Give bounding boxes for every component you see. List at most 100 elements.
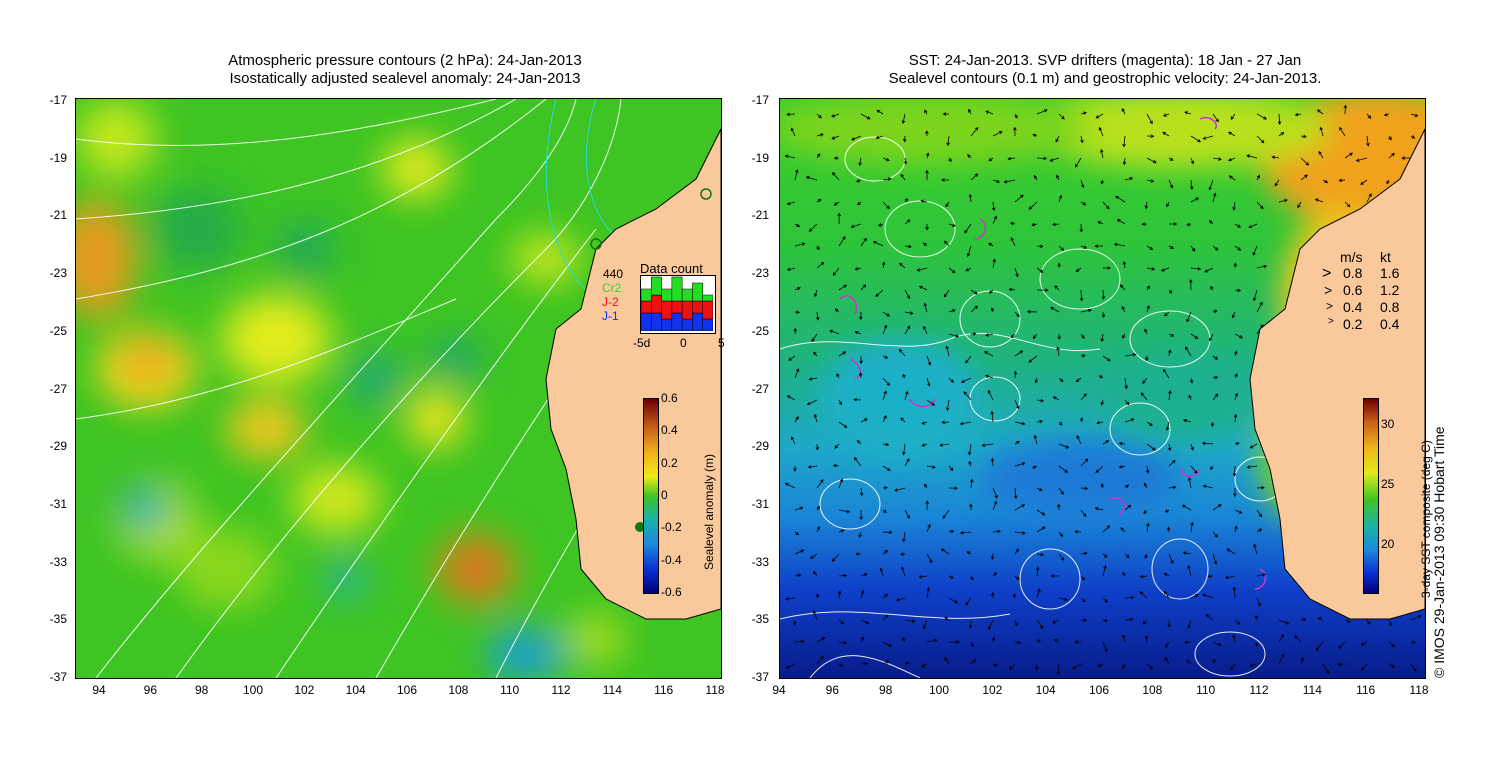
velocity-arrow (1234, 333, 1243, 339)
velocity-arrow (872, 240, 884, 247)
velocity-arrow (904, 289, 911, 300)
velocity-legend-kt-0: 1.6 (1380, 265, 1400, 281)
velocity-arrow (1315, 641, 1324, 651)
data-count-bar-cr2-0 (640, 288, 652, 302)
velocity-arrow (854, 330, 862, 335)
velocity-arrow (1210, 285, 1214, 291)
velocity-arrow (992, 487, 998, 499)
velocity-arrow (925, 223, 929, 231)
velocity-arrow (1232, 634, 1236, 643)
x-tick-4: 102 (294, 683, 315, 697)
velocity-arrow (1098, 126, 1104, 137)
velocity-arrow (1231, 311, 1236, 319)
velocity-arrow (1278, 131, 1285, 137)
velocity-arrow (791, 436, 796, 445)
velocity-arrow (1190, 593, 1199, 599)
velocity-arrow (1256, 573, 1266, 577)
velocity-arrow (1080, 201, 1087, 206)
velocity-arrow (1186, 659, 1192, 665)
velocity-arrow (882, 549, 889, 555)
velocity-arrow (904, 458, 910, 467)
velocity-arrow (1028, 355, 1038, 363)
x-tick-10: 114 (1302, 683, 1322, 697)
velocity-arrow (1075, 157, 1082, 168)
velocity-arrow (816, 526, 821, 533)
velocity-arrow (1124, 595, 1135, 600)
velocity-arrow (904, 311, 914, 315)
velocity-arrow (1124, 353, 1137, 357)
velocity-arrow (1056, 663, 1061, 676)
velocity-arrow (860, 237, 867, 247)
velocity-arrow (1366, 193, 1372, 203)
velocity-arrow (1145, 465, 1150, 474)
velocity-arrow (1361, 663, 1368, 671)
sst-colorbar (1363, 398, 1379, 594)
velocity-arrow (941, 178, 950, 182)
velocity-arrow (1009, 221, 1016, 226)
velocity-arrow (1322, 663, 1330, 674)
velocity-arrow (816, 261, 825, 269)
x-tick-11: 116 (654, 683, 674, 697)
velocity-arrow (1052, 396, 1060, 401)
data-count-bar-j2-0 (640, 300, 652, 314)
velocity-arrow (968, 619, 973, 629)
velocity-arrow (1121, 663, 1126, 670)
velocity-arrow (882, 355, 889, 359)
velocity-arrow (1036, 619, 1044, 629)
velocity-arrow (1050, 306, 1060, 313)
velocity-arrow (1208, 220, 1214, 225)
velocity-arrow (942, 112, 950, 116)
velocity-arrow (1121, 305, 1126, 313)
data-count-bar-j1-6 (702, 318, 714, 332)
velocity-arrow (838, 421, 848, 428)
velocity-arrow (926, 638, 938, 643)
velocity-arrow (1100, 148, 1104, 159)
velocity-arrow (1410, 113, 1419, 118)
velocity-arrow (829, 329, 840, 335)
velocity-arrow (1014, 421, 1026, 426)
velocity-arrow (1100, 483, 1105, 489)
velocity-arrow (963, 391, 972, 401)
velocity-arrow (1228, 175, 1236, 181)
sst-colorbar-label-0: 30 (1381, 417, 1395, 431)
velocity-arrow (1186, 311, 1192, 323)
velocity-arrow (882, 614, 889, 621)
velocity-arrow (1145, 355, 1149, 362)
x-tick-5: 104 (345, 683, 366, 697)
velocity-arrow (1034, 663, 1039, 671)
velocity-arrow (1168, 553, 1174, 564)
velocity-arrow (1056, 346, 1060, 357)
x-tick-6: 106 (396, 683, 418, 697)
velocity-arrow (900, 552, 906, 556)
velocity-arrow (922, 619, 928, 630)
velocity-arrow (926, 399, 936, 406)
velocity-arrow (1007, 156, 1016, 161)
velocity-arrow (921, 443, 928, 447)
velocity-arrow (1102, 553, 1108, 558)
velocity-arrow (1228, 157, 1236, 162)
velocity-arrow (1278, 653, 1285, 665)
velocity-arrow (882, 641, 893, 647)
velocity-arrow (894, 487, 906, 492)
right-title-line2: Sealevel contours (0.1 m) and geostrophi… (888, 70, 1322, 87)
velocity-arrow (1256, 485, 1265, 490)
data-count-mission-j1: J-1 (602, 309, 619, 323)
velocity-arrow (831, 553, 840, 562)
velocity-arrow (990, 457, 995, 467)
australia-land (545, 128, 721, 620)
velocity-arrow (1036, 526, 1046, 533)
velocity-arrow (1102, 618, 1108, 623)
velocity-arrow (1014, 311, 1020, 318)
x-tick-7: 108 (1142, 683, 1163, 697)
x-tick-9: 112 (1249, 683, 1269, 697)
velocity-arrow (904, 197, 908, 203)
velocity-arrow (786, 201, 796, 206)
velocity-arrow (1234, 525, 1238, 533)
velocity-arrow (1139, 591, 1148, 599)
velocity-arrow (1009, 663, 1016, 670)
velocity-arrow (882, 157, 890, 162)
data-count-bar-j1-0 (640, 312, 652, 332)
velocity-arrow (1118, 465, 1126, 469)
velocity-legend-header-kt: kt (1380, 249, 1391, 265)
velocity-arrow (1036, 398, 1045, 403)
